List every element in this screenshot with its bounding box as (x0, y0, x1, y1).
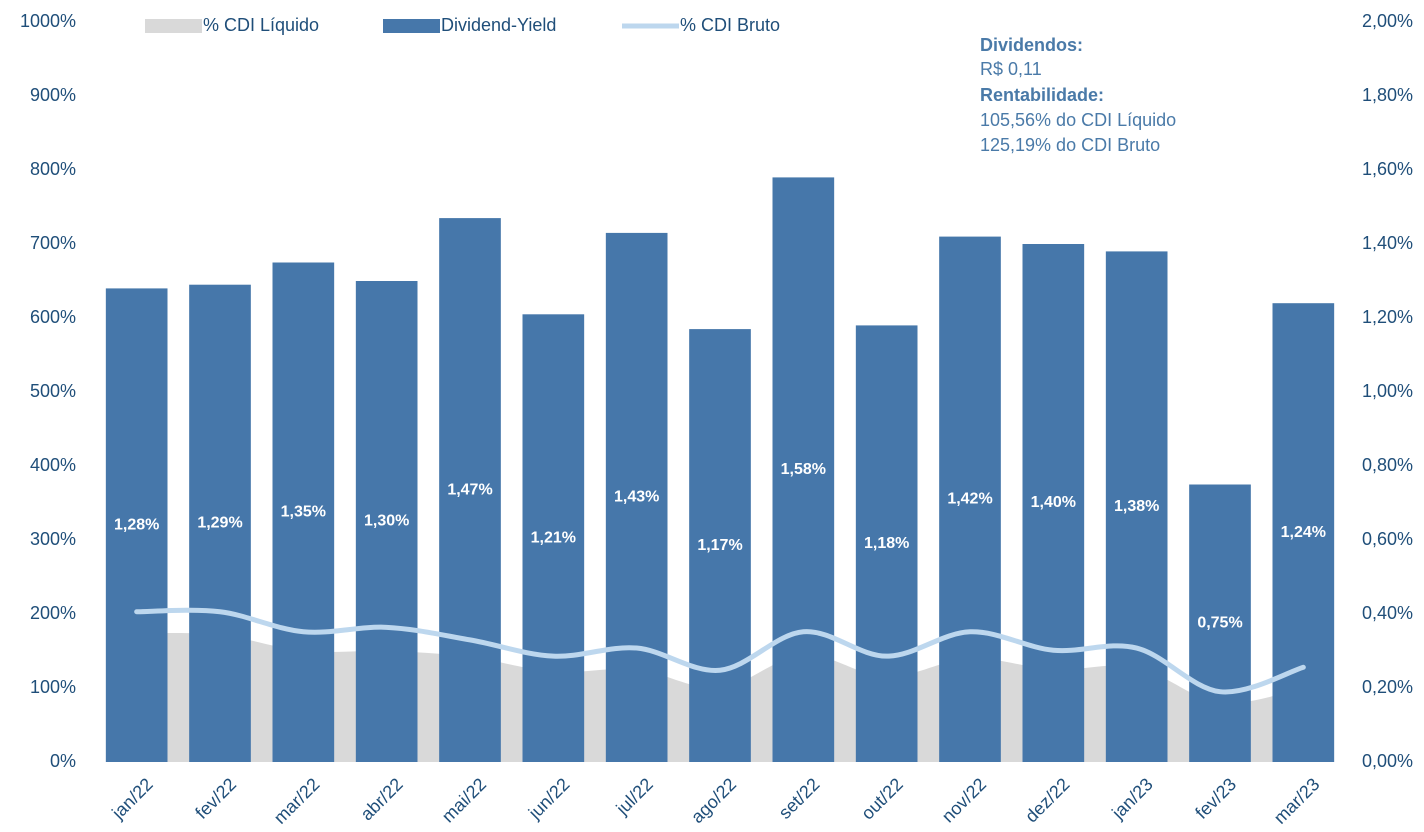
x-tick-label: fev/23 (1191, 774, 1240, 823)
bar (439, 218, 501, 763)
x-tick-label: mai/22 (438, 774, 490, 826)
bar (272, 262, 335, 762)
data-label: 1,42% (947, 491, 992, 508)
bar (355, 281, 418, 762)
y-tick-label: 800% (30, 159, 76, 179)
bar (1272, 303, 1335, 762)
data-label: 1,35% (281, 503, 326, 520)
x-tick-label: ago/22 (687, 774, 740, 827)
data-label: 1,18% (864, 535, 909, 552)
bar (105, 288, 168, 762)
data-label: 1,38% (1114, 498, 1159, 515)
y2-tick-label: 1,40% (1362, 233, 1413, 253)
y-tick-label: 200% (30, 603, 76, 623)
annotation: Dividendos: (980, 35, 1083, 55)
data-label: 1,43% (614, 489, 659, 506)
y-tick-label: 100% (30, 677, 76, 697)
data-label: 1,24% (1281, 524, 1326, 541)
y-tick-label: 700% (30, 233, 76, 253)
y2-tick-label: 0,00% (1362, 751, 1413, 771)
bar (1105, 251, 1168, 762)
y2-tick-label: 1,20% (1362, 307, 1413, 327)
annotation: 105,56% do CDI Líquido (980, 110, 1176, 130)
data-label: 1,58% (781, 461, 826, 478)
x-tick-label: nov/22 (938, 774, 990, 826)
annotation-block: Dividendos: R$ 0,11 Rentabilidade: 105,5… (980, 35, 1176, 155)
legend-label: Dividend-Yield (441, 15, 556, 35)
bar (689, 329, 751, 762)
y-tick-label: 500% (30, 381, 76, 401)
bar (1189, 484, 1251, 762)
y-tick-label: 600% (30, 307, 76, 327)
y-tick-label: 400% (30, 455, 76, 475)
bar (855, 325, 918, 762)
x-tick-label: set/22 (775, 774, 824, 823)
bar (522, 314, 585, 762)
x-tick-label: abr/22 (357, 774, 407, 824)
legend-label: % CDI Líquido (203, 15, 319, 35)
bar (1022, 244, 1085, 762)
legend-swatch (145, 19, 202, 33)
y-tick-label: 900% (30, 85, 76, 105)
legend-swatch (383, 19, 440, 33)
annotation: 125,19% do CDI Bruto (980, 135, 1160, 155)
x-tick-label: dez/22 (1021, 774, 1073, 826)
data-label: 1,21% (531, 529, 576, 546)
y-tick-label: 0% (50, 751, 76, 771)
y2-tick-label: 1,00% (1362, 381, 1413, 401)
bar-layer: 1,28% 1,29% 1,35% 1,30% 1,47% 1,21% 1,43% 1,17%… (105, 177, 1335, 763)
x-tick-label: jan/23 (1107, 774, 1157, 824)
line-layer (134, 607, 1306, 695)
data-label: 0,75% (1197, 614, 1242, 631)
y-tick-label: 1000% (20, 11, 76, 31)
annotation: R$ 0,11 (980, 59, 1042, 79)
data-label: 1,29% (197, 515, 242, 532)
data-label: 1,47% (447, 481, 492, 498)
legend-label: % CDI Bruto (680, 15, 780, 35)
data-label: 1,40% (1031, 494, 1076, 511)
x-tick-label: fev/22 (191, 774, 240, 823)
y2-tick-label: 0,20% (1362, 677, 1413, 697)
y2-tick-label: 1,60% (1362, 159, 1413, 179)
y2-tick-label: 0,80% (1362, 455, 1413, 475)
y2-tick-label: 0,60% (1362, 529, 1413, 549)
x-tick-label: mar/23 (1270, 774, 1324, 828)
x-tick-label: out/22 (857, 774, 907, 824)
y2-tick-label: 0,40% (1362, 603, 1413, 623)
line (134, 607, 1306, 695)
annotation: Rentabilidade: (980, 85, 1104, 105)
bar (189, 284, 251, 762)
y-tick-label: 300% (30, 529, 76, 549)
data-label: 1,28% (114, 516, 159, 533)
x-tick-label: jan/22 (107, 774, 157, 824)
bar (772, 177, 835, 762)
data-label: 1,30% (364, 513, 409, 530)
y2-tick-label: 2,00% (1362, 11, 1413, 31)
x-tick-label: mar/22 (270, 774, 324, 828)
x-tick-label: jul/22 (612, 774, 657, 819)
data-label: 1,17% (697, 537, 742, 554)
bar (939, 236, 1001, 763)
bar (605, 232, 668, 762)
y2-tick-label: 1,80% (1362, 85, 1413, 105)
x-tick-label: jun/22 (524, 774, 574, 824)
